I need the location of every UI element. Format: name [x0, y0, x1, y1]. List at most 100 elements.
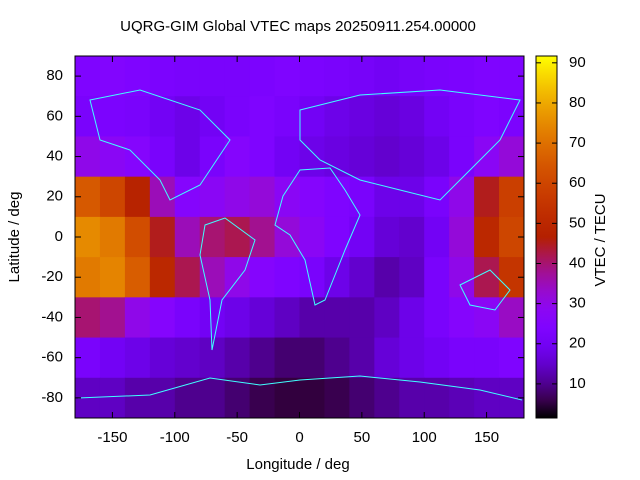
colorbar-tick-label: 60 [569, 174, 586, 191]
heat-cell [399, 216, 425, 258]
heat-cell [99, 257, 126, 298]
heat-cell [349, 136, 375, 178]
y-tick-label: 80 [46, 67, 63, 84]
heat-cell [249, 257, 276, 298]
heat-cell [174, 136, 201, 178]
heat-cell [374, 56, 400, 97]
heat-cell [174, 176, 201, 218]
heat-cell [149, 176, 176, 218]
heat-cell [324, 176, 350, 218]
heat-cell [424, 96, 450, 137]
colorbar-tick-label: 80 [569, 94, 586, 111]
y-tick-label: 20 [46, 188, 63, 205]
x-tick-label: 100 [412, 429, 437, 446]
heat-cell [249, 96, 276, 137]
heat-cell [274, 337, 300, 379]
y-tick-label: 60 [46, 107, 63, 124]
heat-cell [99, 56, 126, 97]
heat-cell [224, 96, 251, 137]
heat-cell [424, 257, 450, 298]
heat-cell [399, 136, 425, 178]
heat-cell [349, 96, 375, 137]
heat-cell [224, 377, 251, 419]
heat-cell [99, 176, 126, 218]
heat-cell [374, 257, 400, 298]
heat-cell [299, 297, 325, 339]
heat-cell [224, 136, 251, 178]
coastlines [77, 89, 523, 401]
heat-cell [149, 216, 176, 258]
x-tick-label: 50 [354, 429, 371, 446]
heat-cell [274, 297, 300, 339]
heat-cell [374, 377, 400, 419]
heat-cell [399, 176, 425, 218]
heat-cell [99, 377, 126, 419]
heat-cell [124, 257, 151, 298]
heat-cell [474, 56, 500, 97]
heat-cell [474, 176, 500, 218]
heat-cell [449, 176, 475, 218]
x-axis-label: Longitude / deg [246, 456, 349, 473]
heat-cell [274, 136, 300, 178]
x-tick-label: -150 [97, 429, 127, 446]
y-tick-label: 0 [55, 228, 63, 245]
heat-cell [299, 56, 325, 97]
heat-cell [349, 297, 375, 339]
heat-cell [274, 96, 300, 137]
heat-cell [299, 96, 325, 137]
heat-cell [174, 257, 201, 298]
y-tick-label: 40 [46, 148, 63, 165]
x-tick-label: -50 [226, 429, 248, 446]
heat-cell [349, 257, 375, 298]
heat-cell [449, 56, 475, 97]
heat-cell [99, 297, 126, 339]
heat-cell [199, 257, 226, 298]
heat-cell [474, 257, 500, 298]
heat-cell [274, 377, 300, 419]
x-tick-label: 150 [474, 429, 499, 446]
colorbar-label: VTEC / TECU [592, 193, 609, 286]
heat-cell [124, 136, 151, 178]
heat-cell [124, 216, 151, 258]
y-tick-label: -60 [41, 349, 63, 366]
y-axis-label: Latitude / deg [6, 192, 23, 283]
heat-cell [174, 337, 201, 379]
heat-cell [349, 216, 375, 258]
y-tick-label: -40 [41, 308, 63, 325]
heat-cell [249, 297, 276, 339]
heat-cell [324, 297, 350, 339]
heat-cell [299, 136, 325, 178]
heat-cell [274, 56, 300, 97]
heat-cell [449, 136, 475, 178]
heat-cell [149, 337, 176, 379]
colorbar-tick-label: 10 [569, 375, 586, 392]
heat-cell [249, 176, 276, 218]
heat-cell [324, 337, 350, 379]
heat-cell [399, 337, 425, 379]
heat-cell [474, 377, 500, 419]
heat-cell [474, 96, 500, 137]
heat-cell [374, 297, 400, 339]
heat-cell [149, 297, 176, 339]
heat-cell [149, 56, 176, 97]
heat-cell [424, 337, 450, 379]
colorbar-tick-label: 30 [569, 295, 586, 312]
heat-cell [249, 136, 276, 178]
heat-cell [224, 176, 251, 218]
heat-cell [449, 216, 475, 258]
heat-cell [299, 176, 325, 218]
heat-cell [149, 257, 176, 298]
heat-cell [474, 297, 500, 339]
heat-cell [399, 56, 425, 97]
heat-cell [199, 136, 226, 178]
heat-cell [274, 257, 300, 298]
heat-cell [99, 216, 126, 258]
heat-cell [449, 297, 475, 339]
heat-cell [274, 216, 300, 258]
heat-cell [249, 337, 276, 379]
x-tick-label: -100 [160, 429, 190, 446]
heat-cell [174, 216, 201, 258]
heat-cell [174, 297, 201, 339]
heat-cell [324, 96, 350, 137]
heat-cell [199, 216, 226, 258]
